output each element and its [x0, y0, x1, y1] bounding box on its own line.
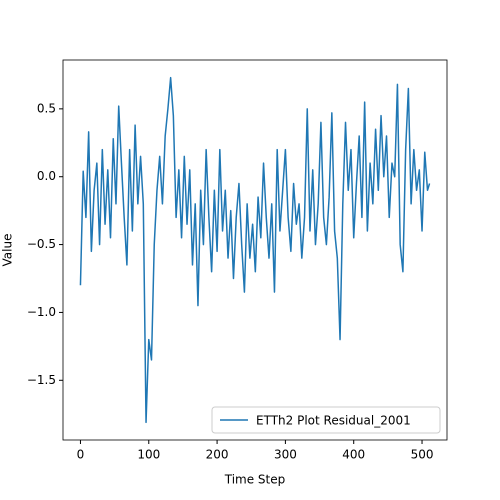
y-tick-label: 0.5: [37, 101, 56, 115]
y-tick-label: 0.0: [37, 169, 56, 183]
x-tick-label: 300: [274, 448, 297, 462]
x-tick-label: 100: [137, 448, 160, 462]
y-tick-label: −0.5: [27, 237, 56, 251]
legend-label: ETTh2 Plot Residual_2001: [256, 414, 411, 428]
legend-box: [211, 406, 441, 434]
line-series: [79, 76, 431, 424]
y-tick-label: −1.0: [27, 305, 56, 319]
x-tick-label: 500: [411, 448, 434, 462]
x-tick-label: 0: [77, 448, 85, 462]
x-axis-label: Time Step: [224, 473, 286, 487]
x-tick-label: 200: [206, 448, 229, 462]
y-tick-label: −1.5: [27, 373, 56, 387]
axes-frame: [62, 59, 448, 441]
y-axis-label: Value: [1, 234, 15, 267]
x-tick-label: 400: [342, 448, 365, 462]
